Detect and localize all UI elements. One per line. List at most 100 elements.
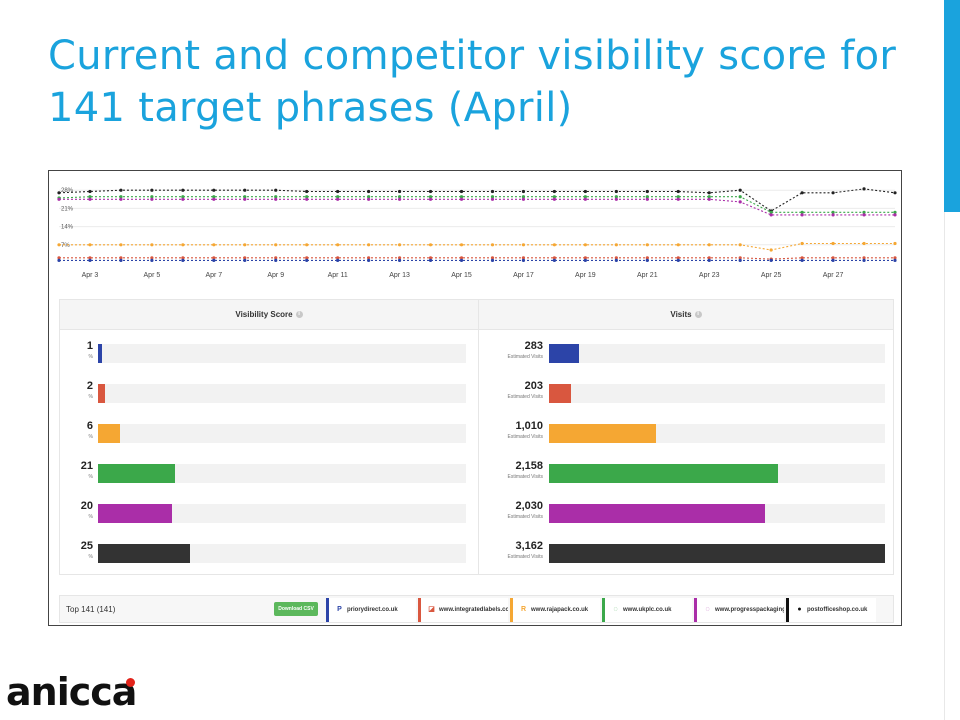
site-name: postofficeshop.co.uk bbox=[807, 607, 868, 613]
x-tick-label: Apr 21 bbox=[637, 272, 658, 279]
metric-value: 203 bbox=[524, 380, 543, 392]
data-point bbox=[274, 243, 278, 247]
data-point bbox=[769, 213, 773, 217]
data-point bbox=[57, 243, 61, 247]
data-point bbox=[769, 248, 773, 252]
data-point bbox=[862, 187, 866, 191]
bar-fill bbox=[98, 424, 121, 443]
bar-fill bbox=[98, 544, 190, 563]
data-point bbox=[459, 243, 464, 247]
data-point bbox=[336, 243, 340, 247]
data-point bbox=[57, 258, 61, 262]
site-name: www.integratedlabels.co.uk bbox=[439, 607, 508, 613]
metric-value: 283 bbox=[524, 340, 543, 352]
data-point bbox=[305, 243, 309, 247]
visibility-score-header: Visibility Score i bbox=[60, 300, 478, 330]
data-point bbox=[459, 258, 464, 262]
bar-track bbox=[98, 384, 466, 403]
visibility-row: 20% bbox=[60, 500, 895, 530]
site-color-stripe bbox=[602, 598, 605, 622]
data-point bbox=[119, 188, 123, 192]
data-point bbox=[336, 256, 340, 260]
data-point bbox=[274, 258, 278, 262]
bar-fill bbox=[549, 424, 657, 443]
data-point bbox=[181, 256, 185, 260]
data-point bbox=[212, 256, 216, 260]
data-point bbox=[88, 197, 92, 201]
data-point bbox=[367, 197, 371, 201]
top-phrases-label: Top 141 (141) bbox=[66, 605, 116, 614]
metric-value: 21 bbox=[80, 460, 93, 472]
site-legend-item[interactable]: ● postofficeshop.co.uk bbox=[786, 598, 876, 622]
data-point bbox=[88, 258, 92, 262]
site-favicon-icon: R bbox=[520, 606, 527, 613]
site-legend-item[interactable]: ◪ www.integratedlabels.co.uk bbox=[418, 598, 508, 622]
x-tick-label: Apr 17 bbox=[513, 272, 534, 279]
data-point bbox=[707, 256, 711, 260]
metrics-panel: Visibility Score i Visits i 1% 2% 6% 21% 20% 25… bbox=[59, 299, 894, 575]
data-point bbox=[831, 210, 835, 214]
data-point bbox=[676, 243, 680, 247]
data-point bbox=[336, 197, 340, 201]
data-point bbox=[428, 243, 433, 247]
data-point bbox=[707, 195, 711, 199]
metric-unit: % bbox=[88, 434, 93, 440]
metric-value: 1 bbox=[86, 340, 93, 352]
data-point bbox=[88, 256, 92, 260]
data-point bbox=[490, 197, 495, 201]
data-point bbox=[831, 258, 835, 262]
data-point bbox=[336, 189, 340, 194]
series-line bbox=[59, 257, 895, 260]
site-name: www.rajapack.co.uk bbox=[531, 607, 589, 613]
data-point bbox=[676, 197, 680, 201]
site-color-stripe bbox=[326, 598, 329, 622]
data-point bbox=[552, 256, 557, 260]
bar-track bbox=[98, 504, 466, 523]
data-point bbox=[88, 195, 92, 199]
download-csv-button[interactable]: Download CSV bbox=[274, 602, 318, 616]
data-point bbox=[88, 189, 92, 194]
x-tick-label: Apr 23 bbox=[699, 272, 720, 279]
data-point bbox=[862, 258, 866, 262]
x-tick-label: Apr 11 bbox=[328, 272, 348, 279]
visits-row: 2,030 Estimated Visits bbox=[60, 500, 895, 530]
data-point bbox=[150, 195, 154, 199]
bar-fill bbox=[98, 384, 106, 403]
bar-track bbox=[549, 424, 885, 443]
data-point bbox=[119, 258, 123, 262]
info-icon[interactable]: i bbox=[694, 311, 702, 319]
data-point bbox=[893, 241, 897, 246]
x-tick-label: Apr 19 bbox=[575, 272, 596, 279]
data-point bbox=[336, 258, 340, 262]
slide-title: Current and competitor visibility score … bbox=[48, 33, 897, 131]
data-point bbox=[645, 243, 649, 247]
metric-unit: % bbox=[88, 474, 93, 480]
data-point bbox=[428, 258, 433, 262]
site-legend-item[interactable]: ◌ www.ukplc.co.uk bbox=[602, 598, 692, 622]
bar-fill bbox=[98, 344, 102, 363]
data-point bbox=[367, 258, 371, 262]
data-point bbox=[428, 195, 433, 199]
bar-fill bbox=[549, 464, 779, 483]
data-point bbox=[893, 258, 897, 262]
data-point bbox=[490, 189, 495, 194]
data-point bbox=[862, 256, 866, 260]
y-tick-label: 7% bbox=[61, 243, 70, 249]
site-legend-item[interactable]: ◌ www.progresspackaging.co.uk bbox=[694, 598, 784, 622]
data-point bbox=[614, 195, 618, 199]
data-point bbox=[212, 197, 216, 201]
x-tick-label: Apr 5 bbox=[144, 272, 161, 279]
data-point bbox=[274, 197, 278, 201]
data-point bbox=[212, 243, 216, 247]
site-color-stripe bbox=[418, 598, 421, 622]
data-point bbox=[428, 189, 433, 194]
info-icon[interactable]: i bbox=[295, 311, 303, 319]
data-point bbox=[738, 188, 742, 192]
data-point bbox=[150, 256, 154, 260]
data-point bbox=[614, 189, 618, 194]
metric-unit: % bbox=[88, 394, 93, 400]
data-point bbox=[397, 243, 402, 247]
x-tick-label: Apr 9 bbox=[267, 272, 284, 279]
